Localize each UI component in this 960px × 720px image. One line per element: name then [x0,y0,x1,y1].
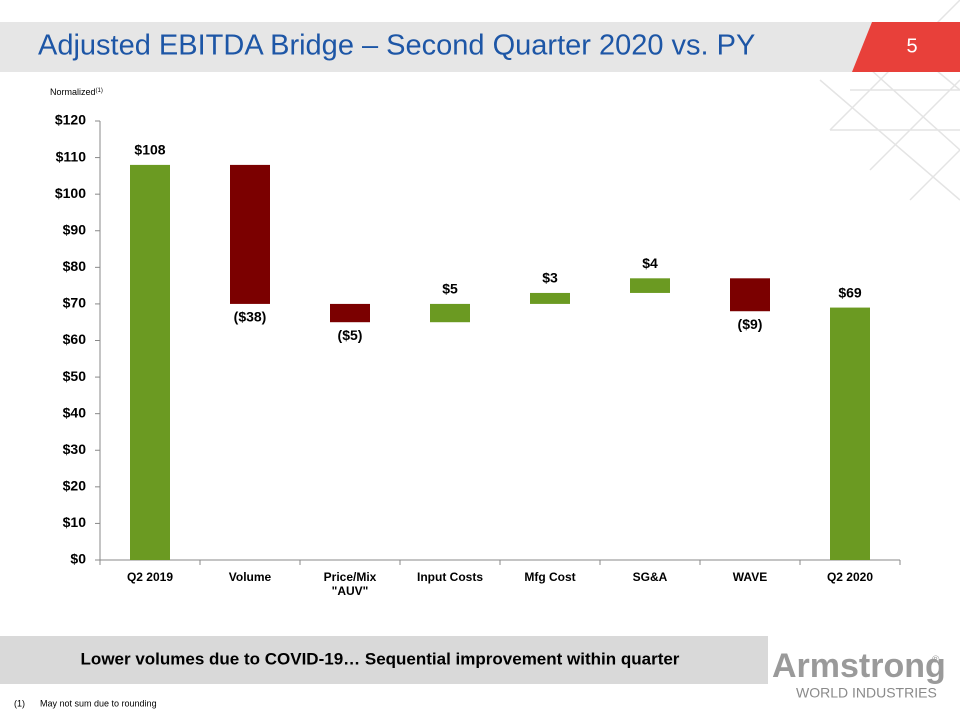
data-label: ($9) [738,316,763,332]
page-number: 5 [906,35,917,57]
logo-tagline: WORLD INDUSTRIES [796,685,937,701]
footnote-marker: (1) [14,698,25,708]
y-tick-label: $30 [63,441,87,457]
bar [530,292,570,304]
bar [730,278,770,312]
y-tick-label: $100 [55,185,86,201]
subtitle-note: (1) [96,88,103,94]
y-tick-label: $120 [55,112,86,128]
y-tick-label: $50 [63,368,87,384]
x-tick-label: Mfg Cost [524,570,576,584]
y-tick-label: $70 [63,295,87,311]
data-label: $3 [542,270,558,286]
slide-title: Adjusted EBITDA Bridge – Second Quarter … [38,30,755,62]
bar [830,307,870,560]
x-tick-label: Q2 2019 [126,570,174,584]
x-tick-label: Volume [228,570,272,584]
data-label: $108 [134,142,165,158]
y-tick-label: $80 [63,258,87,274]
y-tick-label: $110 [56,148,87,164]
data-label: $5 [442,281,458,297]
data-label: $4 [642,255,658,271]
x-tick-label: SG&A [632,570,668,584]
bar [130,164,170,560]
logo-mark: ® [932,655,940,666]
y-tick-label: $10 [63,514,87,530]
x-tick-label: Price/Mix "AUV" [323,570,377,598]
page-tab [852,22,960,72]
data-label: ($38) [234,309,267,325]
bar [230,164,270,304]
x-tick-label: Q2 2020 [826,570,874,584]
x-tick-label: WAVE [732,570,768,584]
data-label: $69 [838,284,862,300]
y-tick-label: $40 [63,404,87,420]
y-tick-label: $60 [63,331,87,347]
subtitle-text: Normalized [50,87,96,97]
bar [330,303,370,323]
bar [630,278,670,293]
banner-text: Lower volumes due to COVID-19… Sequentia… [81,649,680,668]
logo-name: Armstrong [772,647,946,685]
footnote: May not sum due to rounding [40,698,157,708]
title-band [0,22,880,72]
bar [430,303,470,323]
banner [0,636,768,684]
chart-subtitle: Normalized(1) [50,87,103,97]
plot: $0 $10 $20 $30 $40 $50 $60 $70 $80 $90 $100 $110 $12… [55,112,901,567]
y-tick-label: $0 [70,551,86,567]
y-tick-label: $20 [63,478,87,494]
y-tick-label: $90 [63,221,87,237]
x-tick-label: Input Costs [417,570,483,584]
data-label: ($5) [338,327,363,343]
